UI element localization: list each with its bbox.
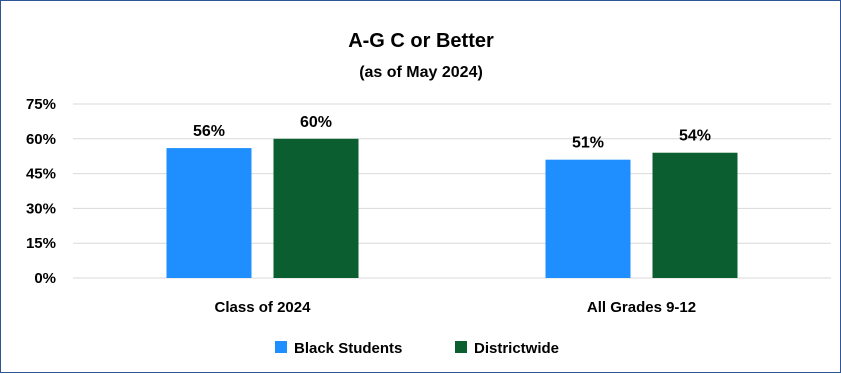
y-tick-label: 0% xyxy=(34,270,56,287)
data-labels: 56% 60% 51% 54% xyxy=(193,114,711,152)
chart-subtitle: (as of May 2024) xyxy=(359,64,483,81)
bar xyxy=(545,159,631,278)
category-label: All Grades 9-12 xyxy=(587,299,696,316)
data-label: 51% xyxy=(572,135,604,152)
legend-swatch xyxy=(275,341,287,353)
chart-title: A-G C or Better xyxy=(348,30,494,52)
data-label: 60% xyxy=(300,114,332,131)
legend-label: Black Students xyxy=(294,340,402,357)
bars xyxy=(166,138,738,278)
bar xyxy=(652,152,738,278)
legend-swatch xyxy=(455,341,467,353)
legend-label: Districtwide xyxy=(474,340,559,357)
data-label: 54% xyxy=(679,128,711,145)
bar xyxy=(166,148,252,278)
y-axis: 0% 15% 30% 45% 60% 75% xyxy=(26,96,56,287)
y-tick-label: 75% xyxy=(26,96,56,113)
bar xyxy=(273,138,359,278)
y-tick-label: 45% xyxy=(26,166,56,183)
legend: Black Students Districtwide xyxy=(275,340,559,357)
x-axis: Class of 2024 All Grades 9-12 xyxy=(215,299,697,316)
y-tick-label: 60% xyxy=(26,131,56,148)
y-tick-label: 30% xyxy=(26,200,56,217)
data-label: 56% xyxy=(193,123,225,140)
y-tick-label: 15% xyxy=(26,235,56,252)
category-label: Class of 2024 xyxy=(215,299,312,316)
